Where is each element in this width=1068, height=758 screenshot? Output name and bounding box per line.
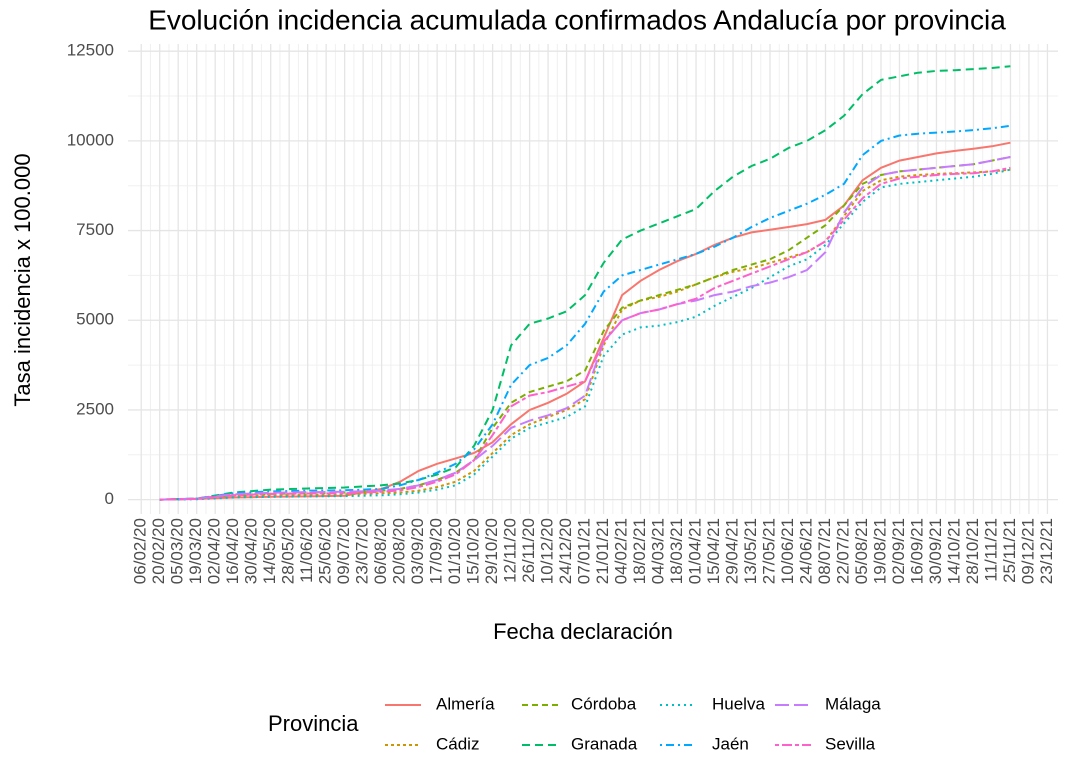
x-tick-label: 10/12/20 xyxy=(538,518,557,584)
y-tick-label: 2500 xyxy=(76,399,114,418)
x-tick-label: 23/12/21 xyxy=(1037,518,1056,584)
x-tick-label: 05/03/20 xyxy=(168,518,187,584)
x-tick-label: 04/03/21 xyxy=(649,518,668,584)
x-tick-label: 10/06/21 xyxy=(778,518,797,584)
legend-label: Huelva xyxy=(712,694,765,713)
series-line xyxy=(159,124,1011,501)
legend-label: Jaén xyxy=(712,734,749,753)
x-tick-label: 22/07/21 xyxy=(833,518,852,584)
legend-label: Almería xyxy=(436,694,495,713)
x-tick-label: 30/09/21 xyxy=(926,518,945,584)
y-tick-label: 10000 xyxy=(67,130,114,149)
x-tick-label: 04/02/21 xyxy=(612,518,631,584)
x-tick-label: 21/01/21 xyxy=(593,518,612,584)
x-tick-label: 01/10/20 xyxy=(445,518,464,584)
x-tick-label: 15/10/20 xyxy=(464,518,483,584)
x-tick-label: 14/05/20 xyxy=(260,518,279,584)
x-tick-label: 18/03/21 xyxy=(667,518,686,584)
y-tick-label: 7500 xyxy=(76,220,114,239)
x-tick-label: 05/08/21 xyxy=(852,518,871,584)
x-tick-label: 18/02/21 xyxy=(630,518,649,584)
y-tick-label: 0 xyxy=(105,489,114,508)
y-axis-title: Tasa incidencia x 100.000 xyxy=(10,153,35,406)
x-tick-label: 06/02/20 xyxy=(131,518,150,584)
x-tick-label: 07/01/21 xyxy=(575,518,594,584)
x-tick-label: 20/02/20 xyxy=(149,518,168,584)
x-tick-label: 16/09/21 xyxy=(907,518,926,584)
x-tick-label: 03/09/20 xyxy=(408,518,427,584)
x-tick-label: 25/06/20 xyxy=(316,518,335,584)
x-tick-label: 29/04/21 xyxy=(723,518,742,584)
series-line xyxy=(159,166,1011,501)
chart-title: Evolución incidencia acumulada confirmad… xyxy=(148,4,1006,35)
x-tick-label: 25/11/21 xyxy=(1000,518,1019,583)
x-tick-label: 15/04/21 xyxy=(704,518,723,584)
legend-label: Málaga xyxy=(825,694,881,713)
legend-label: Sevilla xyxy=(825,734,876,753)
y-tick-label: 12500 xyxy=(67,41,114,60)
x-tick-label: 12/11/20 xyxy=(501,518,520,583)
x-tick-label: 06/08/20 xyxy=(371,518,390,584)
x-tick-label: 20/08/20 xyxy=(390,518,409,584)
x-tick-label: 24/12/20 xyxy=(556,518,575,584)
x-tick-label: 26/11/20 xyxy=(519,518,538,583)
x-tick-label: 14/10/21 xyxy=(944,518,963,584)
x-tick-label: 19/08/21 xyxy=(870,518,889,584)
x-tick-label: 19/03/20 xyxy=(186,518,205,584)
x-tick-label: 13/05/21 xyxy=(741,518,760,584)
series-line xyxy=(159,156,1011,501)
x-tick-label: 02/04/20 xyxy=(205,518,224,584)
x-tick-label: 11/06/20 xyxy=(297,518,316,583)
x-tick-label: 08/07/21 xyxy=(815,518,834,584)
legend-title: Provincia xyxy=(268,711,359,736)
x-tick-label: 28/05/20 xyxy=(279,518,298,584)
legend-label: Cádiz xyxy=(436,734,479,753)
series-line xyxy=(159,65,1011,501)
x-tick-label: 09/07/20 xyxy=(334,518,353,584)
y-tick-label: 5000 xyxy=(76,310,114,329)
x-tick-label: 02/09/21 xyxy=(889,518,908,584)
x-axis-title: Fecha declaración xyxy=(493,619,673,644)
x-tick-label: 24/06/21 xyxy=(796,518,815,584)
x-tick-label: 23/07/20 xyxy=(353,518,372,584)
x-tick-label: 01/04/21 xyxy=(686,518,705,584)
x-tick-label: 30/04/20 xyxy=(242,518,261,584)
x-tick-label: 28/10/21 xyxy=(963,518,982,584)
x-tick-label: 11/11/21 xyxy=(981,518,1000,582)
x-tick-label: 09/12/21 xyxy=(1018,518,1037,584)
x-tick-label: 27/05/21 xyxy=(760,518,779,584)
x-tick-label: 29/10/20 xyxy=(482,518,501,584)
x-tick-label: 16/04/20 xyxy=(223,518,242,584)
x-tick-label: 17/09/20 xyxy=(427,518,446,584)
legend-label: Granada xyxy=(571,734,638,753)
series-line xyxy=(159,168,1011,501)
legend-label: Córdoba xyxy=(571,694,637,713)
